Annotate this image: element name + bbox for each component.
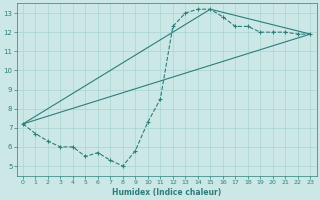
- X-axis label: Humidex (Indice chaleur): Humidex (Indice chaleur): [112, 188, 221, 197]
